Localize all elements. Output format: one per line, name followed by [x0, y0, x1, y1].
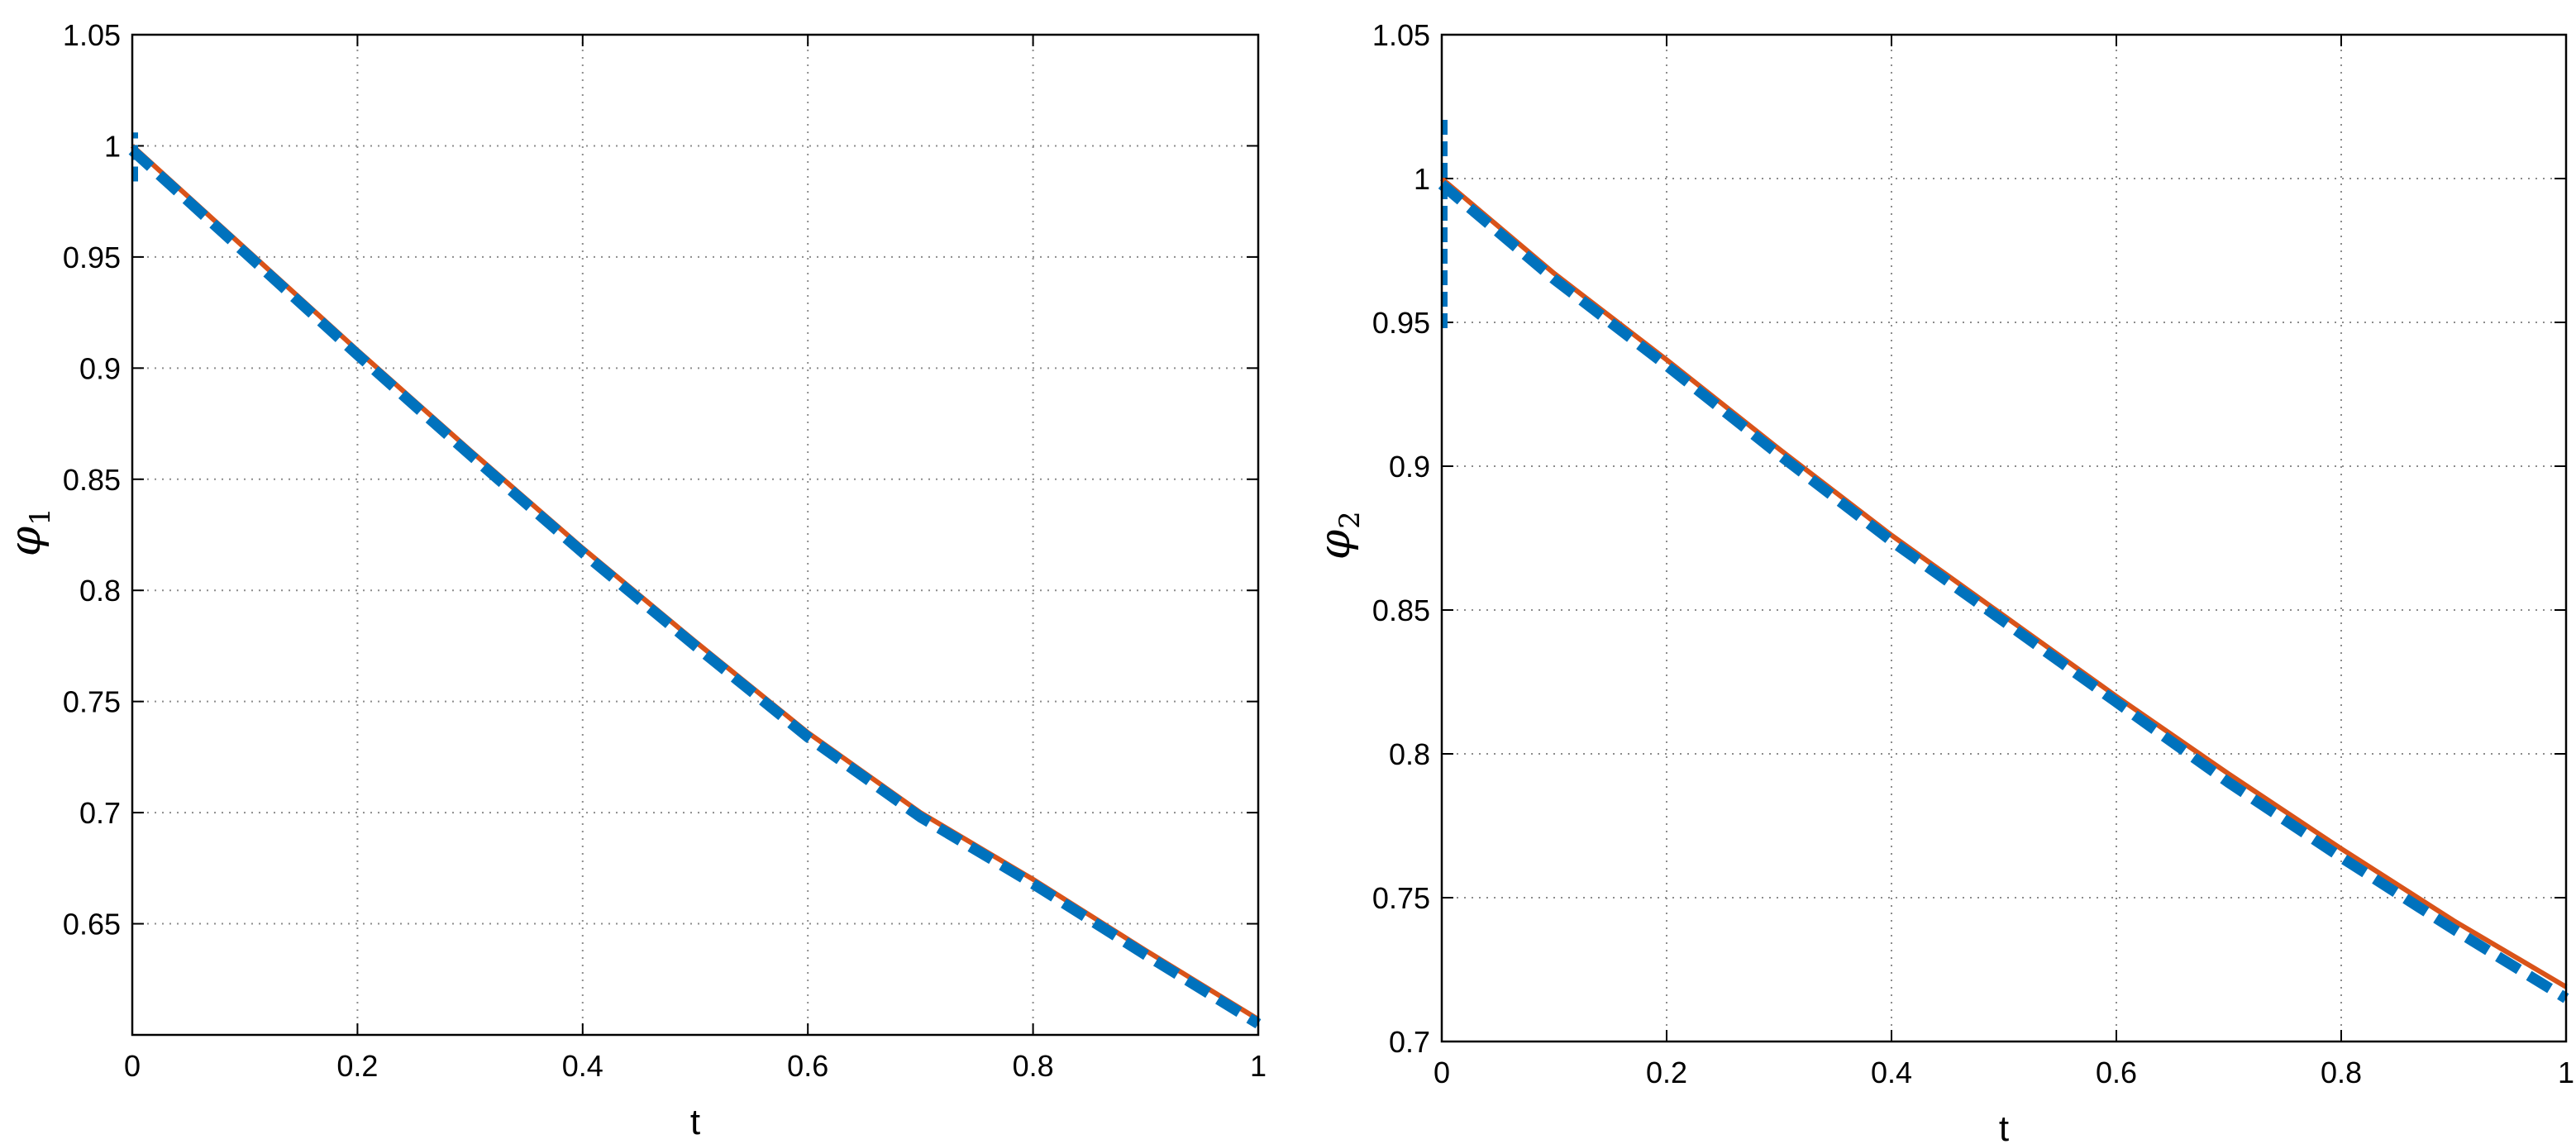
y-tick-label: 0.7	[1389, 1025, 1430, 1059]
y-axis-label: φ1	[1, 508, 57, 556]
y-tick-label: 0.9	[1389, 450, 1430, 484]
y-tick-label: 1	[1414, 162, 1430, 196]
y-axis-label: φ2	[1310, 511, 1367, 560]
y-tick-label: 1.05	[1372, 18, 1430, 52]
axes-frame	[1440, 33, 2568, 1043]
y-axis-label-subscript: 2	[1333, 511, 1367, 529]
x-tick-label: 0	[1433, 1056, 1450, 1089]
axes-frame	[131, 33, 1260, 1037]
y-axis-label-symbol: φ	[1, 526, 50, 556]
y-tick-label: 0.8	[79, 574, 121, 608]
x-tick-label: 0.4	[1871, 1056, 1912, 1089]
x-tick-label: 0	[124, 1049, 141, 1083]
y-tick-label: 0.85	[63, 463, 121, 497]
plot-area	[132, 35, 1258, 1035]
y-tick-label: 0.75	[1372, 881, 1430, 915]
y-axis-label-symbol: φ	[1310, 529, 1360, 560]
y-tick-label: 0.75	[63, 685, 121, 719]
x-axis-label: t	[1999, 1108, 2009, 1144]
x-tick-label: 0.6	[2096, 1056, 2137, 1089]
y-tick-label: 1	[104, 129, 121, 163]
plot-area	[1442, 35, 2566, 1042]
x-tick-label: 0.8	[2321, 1056, 2362, 1089]
y-tick-label: 0.9	[79, 351, 121, 385]
x-tick-label: 0.2	[1646, 1056, 1687, 1089]
x-tick-label: 0.4	[562, 1049, 603, 1083]
chart-panel-1: 0 0.2 0.4 0.6 0.8 1 0.65 0.7 0.75 0.8 0.85 0.9 0.95 1…	[1, 18, 1267, 1142]
y-tick-label: 1.05	[63, 18, 121, 52]
x-tick-label: 1	[1250, 1049, 1267, 1083]
series-line-dashed	[1438, 180, 2569, 1003]
y-tick-label: 0.8	[1389, 737, 1430, 771]
x-axis-label: t	[690, 1102, 700, 1142]
y-tick-label: 0.65	[63, 908, 121, 941]
x-tick-label: 0.2	[336, 1049, 378, 1083]
chart-panel-2: 0 0.2 0.4 0.6 0.8 1 0.7 0.75 0.8 0.85 0.9 0.95 1 1.05…	[1310, 18, 2574, 1144]
x-tick-label: 0.6	[787, 1049, 828, 1083]
y-tick-label: 0.95	[1372, 306, 1430, 340]
series-line-dashed	[128, 145, 1262, 1029]
x-tick-label: 1	[2558, 1056, 2574, 1089]
y-tick-label: 0.95	[63, 241, 121, 274]
x-tick-label: 0.8	[1013, 1049, 1054, 1083]
y-tick-label: 0.7	[79, 796, 121, 830]
y-tick-label: 0.85	[1372, 593, 1430, 627]
y-axis-label-subscript: 1	[24, 508, 57, 526]
